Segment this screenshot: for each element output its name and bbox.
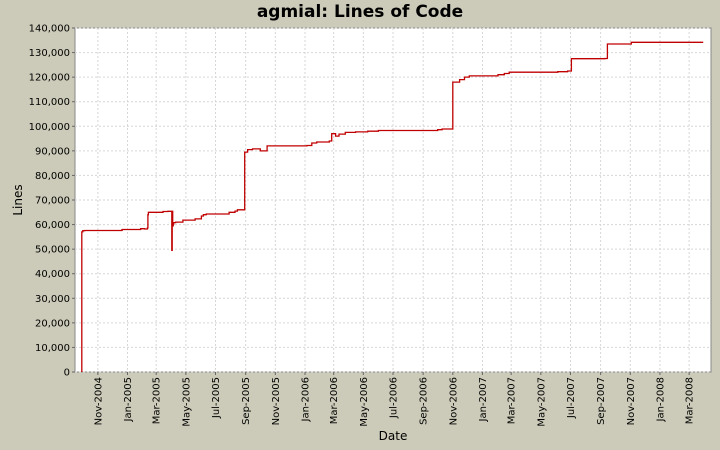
x-tick-label: Jan-2006 bbox=[300, 377, 311, 422]
y-tick-label: 80,000 bbox=[35, 171, 70, 182]
x-tick-label: Sep-2005 bbox=[241, 377, 252, 425]
x-tick-label: Nov-2007 bbox=[626, 377, 637, 425]
x-axis-title: Date bbox=[379, 429, 408, 443]
y-tick-label: 30,000 bbox=[35, 294, 70, 305]
y-axis-title: Lines bbox=[11, 184, 25, 215]
x-tick-label: Jul-2006 bbox=[389, 377, 400, 419]
x-tick-label: Nov-2006 bbox=[448, 377, 459, 425]
x-tick-label: Jan-2005 bbox=[123, 377, 134, 422]
y-tick-label: 60,000 bbox=[35, 220, 70, 231]
chart-title: agmial: Lines of Code bbox=[256, 2, 464, 22]
y-tick-label: 120,000 bbox=[29, 73, 70, 84]
y-tick-label: 140,000 bbox=[29, 24, 70, 35]
series-layer bbox=[81, 41, 704, 372]
x-tick-label: Jan-2008 bbox=[655, 377, 666, 422]
axes bbox=[72, 27, 690, 375]
x-tick-label: Jan-2007 bbox=[478, 377, 489, 422]
series-line bbox=[81, 41, 704, 372]
y-tick-label: 130,000 bbox=[29, 48, 70, 59]
x-tick-label: May-2005 bbox=[181, 377, 192, 427]
y-tick-label: 50,000 bbox=[35, 245, 70, 256]
x-tick-label: Jul-2005 bbox=[211, 377, 222, 419]
x-tick-label: Mar-2005 bbox=[152, 377, 163, 424]
x-tick-label: May-2006 bbox=[359, 377, 370, 427]
tick-labels: 0 10,000 20,000 30,000 40,000 50,000 60,000 70,… bbox=[29, 24, 696, 427]
grid bbox=[75, 27, 711, 373]
y-tick-label: 100,000 bbox=[29, 122, 70, 133]
y-tick-label: 20,000 bbox=[35, 318, 70, 329]
y-tick-label: 40,000 bbox=[35, 269, 70, 280]
x-tick-label: May-2007 bbox=[536, 377, 547, 427]
x-tick-label: Nov-2005 bbox=[271, 377, 282, 425]
x-tick-label: Mar-2008 bbox=[685, 377, 696, 424]
x-tick-label: Nov-2004 bbox=[93, 377, 104, 425]
x-tick-label: Sep-2007 bbox=[596, 377, 607, 425]
y-tick-label: 90,000 bbox=[35, 146, 70, 157]
x-tick-label: Jul-2007 bbox=[566, 377, 577, 419]
y-tick-label: 70,000 bbox=[35, 196, 70, 207]
x-tick-label: Mar-2007 bbox=[507, 377, 518, 424]
y-tick-label: 10,000 bbox=[35, 343, 70, 354]
y-tick-label: 110,000 bbox=[29, 97, 70, 108]
y-tick-label: 0 bbox=[64, 368, 70, 379]
x-tick-label: Mar-2006 bbox=[329, 377, 340, 424]
x-tick-label: Sep-2006 bbox=[419, 377, 430, 425]
